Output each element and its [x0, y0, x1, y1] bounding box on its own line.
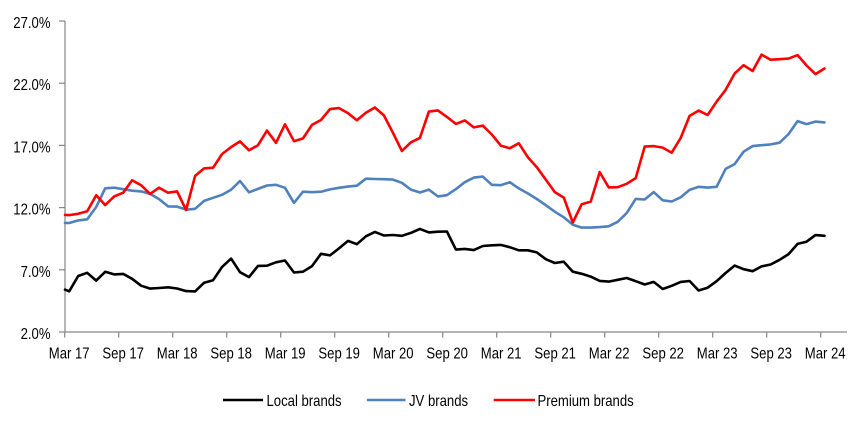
svg-text:17.0%: 17.0%	[13, 139, 50, 156]
svg-text:Sep 20: Sep 20	[426, 346, 468, 363]
svg-text:Sep 22: Sep 22	[642, 346, 684, 363]
svg-text:Mar 20: Mar 20	[373, 346, 414, 363]
svg-text:Mar 23: Mar 23	[697, 346, 738, 363]
svg-text:Sep 21: Sep 21	[534, 346, 576, 363]
svg-text:27.0%: 27.0%	[13, 15, 50, 32]
svg-text:Mar 18: Mar 18	[157, 346, 198, 363]
svg-text:Sep 18: Sep 18	[210, 346, 252, 363]
svg-text:Mar 17: Mar 17	[49, 346, 90, 363]
svg-text:Sep 23: Sep 23	[750, 346, 792, 363]
svg-text:22.0%: 22.0%	[13, 77, 50, 94]
svg-text:Mar 21: Mar 21	[481, 346, 522, 363]
svg-text:Premium brands: Premium brands	[538, 393, 634, 410]
svg-text:Mar 19: Mar 19	[265, 346, 306, 363]
svg-text:Local brands: Local brands	[267, 393, 342, 410]
svg-text:Mar 24: Mar 24	[805, 346, 846, 363]
svg-text:12.0%: 12.0%	[13, 202, 50, 219]
svg-text:Sep 19: Sep 19	[318, 346, 360, 363]
svg-text:7.0%: 7.0%	[21, 264, 51, 281]
svg-text:2.0%: 2.0%	[21, 326, 51, 343]
svg-text:Sep 17: Sep 17	[102, 346, 144, 363]
svg-text:JV brands: JV brands	[409, 393, 468, 410]
svg-text:Mar 22: Mar 22	[589, 346, 630, 363]
